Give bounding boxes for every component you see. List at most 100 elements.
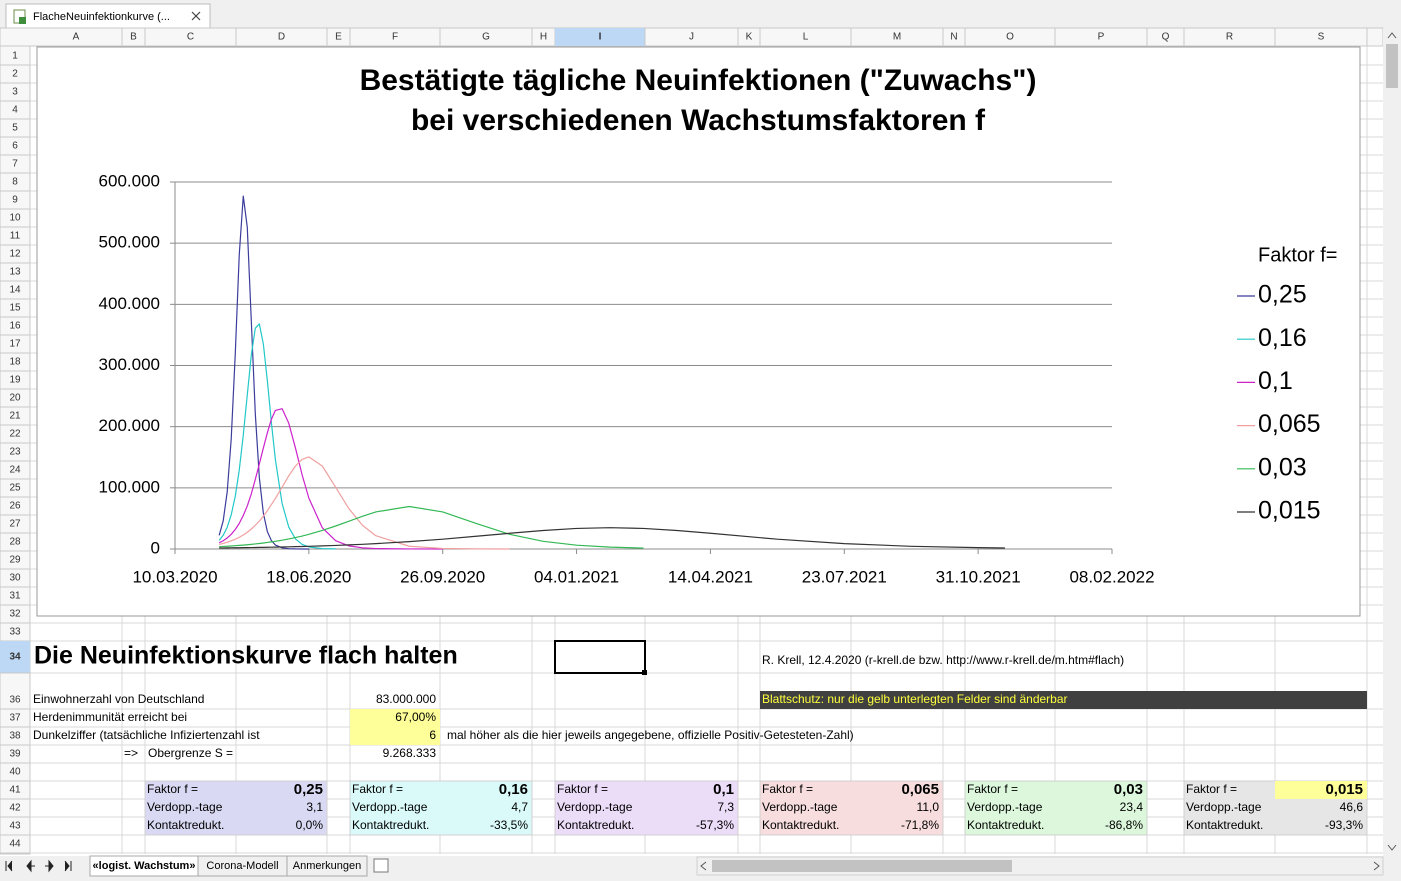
row-header: 30	[9, 573, 21, 584]
cell-text: Faktor f =	[1186, 782, 1237, 796]
row-header: 6	[12, 141, 18, 152]
factor-value: 0,16	[499, 781, 528, 798]
scroll-thumb[interactable]	[1386, 44, 1398, 88]
y-tick-label: 400.000	[99, 294, 160, 313]
cell-text: Kontaktredukt.	[147, 818, 224, 832]
row-header: 1	[12, 51, 18, 62]
x-tick-label: 14.04.2021	[668, 567, 753, 586]
factor-block	[759, 780, 944, 836]
column-header: K	[746, 32, 753, 43]
column-header: H	[540, 32, 547, 43]
cell-text: 9.268.333	[383, 746, 437, 760]
column-header: C	[187, 32, 194, 43]
row-header: 13	[9, 267, 21, 278]
add-sheet[interactable]	[373, 858, 389, 873]
cell-text: Faktor f =	[967, 782, 1018, 796]
column-header: A	[73, 32, 80, 43]
cell-text: 4,7	[511, 800, 528, 814]
sheet-tab[interactable]	[286, 855, 368, 877]
row-header: 4	[12, 105, 18, 116]
cell-text: Verdopp.-tage	[762, 800, 838, 814]
y-tick-label: 100.000	[99, 477, 160, 496]
row-header: 42	[9, 803, 21, 814]
legend-label: 0,16	[1258, 324, 1307, 352]
row-header: 37	[9, 713, 21, 724]
cell-text: Verdopp.-tage	[147, 800, 223, 814]
cell-text: 46,6	[1340, 800, 1364, 814]
column-header: L	[803, 32, 809, 43]
y-tick-label: 500.000	[99, 233, 160, 252]
cell-text: 11,0	[917, 800, 940, 814]
factor-value: 0,1	[713, 781, 734, 798]
close-button[interactable]	[191, 11, 201, 21]
cell-text: Faktor f =	[557, 782, 608, 796]
vertical-scrollbar[interactable]	[1383, 28, 1401, 856]
scroll-left[interactable]	[700, 861, 707, 871]
series-line	[218, 408, 443, 550]
row-header: 16	[9, 321, 21, 332]
cell-text: Verdopp.-tage	[1186, 800, 1262, 814]
title-bar	[0, 0, 1401, 28]
scroll-down[interactable]	[1387, 844, 1397, 851]
cell-text: -93,3%	[1325, 818, 1363, 832]
x-tick-label: 26.09.2020	[400, 567, 485, 586]
row-header: 11	[10, 231, 21, 242]
row-header: 33	[9, 627, 21, 638]
column-header: O	[1006, 32, 1014, 43]
y-tick-label: 300.000	[99, 355, 160, 374]
cell-text: Kontaktredukt.	[352, 818, 429, 832]
series-line	[219, 456, 510, 550]
row-header: 26	[9, 501, 21, 512]
active-cell	[554, 640, 646, 674]
row-header: 12	[9, 249, 21, 260]
scroll-thumb[interactable]	[712, 860, 1012, 872]
row-header: 27	[9, 519, 21, 530]
cell-text: 7,3	[717, 800, 734, 814]
chart-title: bei verschiedenen Wachstumsfaktoren f	[411, 104, 986, 137]
sheet-tab-label[interactable]: Anmerkungen	[293, 860, 362, 872]
row-header: 21	[9, 411, 21, 422]
series-line	[219, 505, 644, 549]
row-header: 15	[9, 303, 21, 314]
tab-nav-button[interactable]	[39, 858, 57, 876]
scroll-up[interactable]	[1387, 32, 1397, 39]
selected-column-header	[555, 28, 645, 46]
column-header: M	[893, 32, 901, 43]
chart-title: Bestätigte tägliche Neuinfektionen ("Zuw…	[360, 64, 1037, 97]
cell-text: Faktor f =	[147, 782, 198, 796]
row-header: 7	[12, 159, 18, 170]
factor-block	[349, 780, 533, 836]
factor-block	[144, 780, 328, 836]
cell-text: Dunkelziffer (tatsächliche Infiziertenza…	[33, 728, 260, 742]
cell-text: Kontaktredukt.	[762, 818, 839, 832]
selected-row-header	[0, 641, 30, 673]
row-header-bar	[0, 45, 31, 855]
x-tick-label: 23.07.2021	[802, 567, 887, 586]
file-icon-badge	[19, 17, 26, 24]
cell-text: Obergrenze S =	[148, 746, 233, 760]
legend-label: 0,015	[1258, 497, 1321, 525]
scroll-right[interactable]	[1373, 861, 1380, 871]
cell-text: -86,8%	[1105, 818, 1143, 832]
row-header: 29	[9, 555, 21, 566]
cell-text: Kontaktredukt.	[557, 818, 634, 832]
row-header: 24	[9, 465, 21, 476]
y-tick-label: 600.000	[99, 171, 160, 190]
sheet-tab-label[interactable]: «logist. Wachstum»	[93, 860, 196, 872]
cell-text: 23,4	[1120, 800, 1144, 814]
row-header: 22	[9, 429, 21, 440]
series-line	[218, 323, 336, 550]
row-header: 44	[9, 839, 21, 850]
row-header: 23	[9, 447, 21, 458]
cell-text: Verdopp.-tage	[557, 800, 633, 814]
x-tick-label: 04.01.2021	[534, 567, 619, 586]
row-header: 34	[9, 652, 21, 663]
series-line	[219, 527, 1005, 549]
row-header: 39	[9, 749, 21, 760]
tab-nav-icon	[26, 859, 35, 873]
row-header: 3	[12, 87, 18, 98]
sheet-tab-label[interactable]: Corona-Modell	[206, 860, 278, 872]
x-tick-label: 08.02.2022	[1069, 567, 1154, 586]
cell-text: Kontaktredukt.	[1186, 818, 1263, 832]
